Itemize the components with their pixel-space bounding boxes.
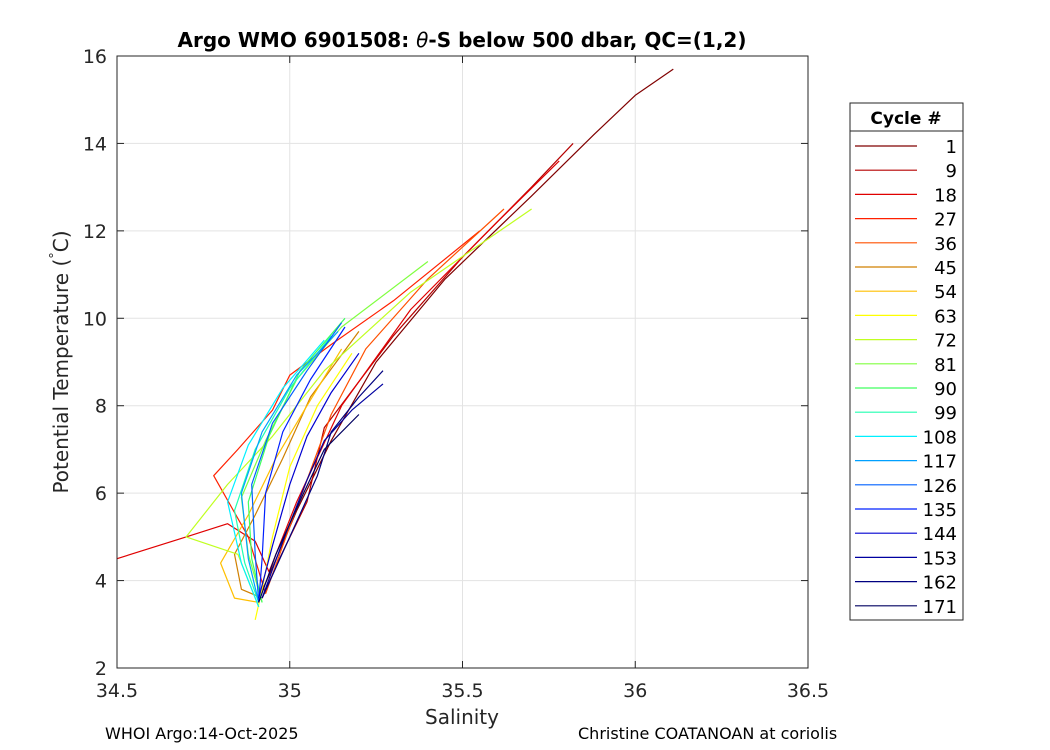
legend-label: 135	[923, 500, 957, 521]
legend-label: 162	[923, 573, 957, 594]
legend-label: 18	[934, 185, 957, 206]
legend-label: 63	[934, 306, 957, 327]
legend-label: 1	[946, 137, 957, 158]
legend-label: 45	[934, 258, 957, 279]
legend-title: Cycle #	[870, 109, 941, 129]
y-label-text: Potential Temperature (	[49, 259, 73, 494]
footer-credit-right: Christine COATANOAN at coriolis	[578, 724, 838, 743]
legend-label: 108	[923, 427, 957, 448]
legend-label: 9	[946, 161, 957, 182]
series-line-5	[265, 208, 505, 594]
y-axis-label: Potential Temperature (°C)	[48, 230, 73, 493]
legend-label: 117	[923, 452, 957, 473]
y-tick-label: 6	[95, 483, 107, 505]
legend-label: 99	[934, 403, 957, 424]
legend-label: 144	[923, 524, 957, 545]
y-tick-label: 4	[95, 571, 107, 593]
grid-lines	[116, 55, 809, 669]
legend-label: 72	[934, 331, 957, 352]
title-prefix: Argo WMO 6901508:	[178, 28, 417, 52]
y-label-unit: C)	[49, 230, 73, 252]
series-line-19	[261, 370, 384, 599]
axis-ticks: 34.5 35 35.5 36 36.5 2 4 6 8 10 12 14 16	[83, 46, 829, 702]
x-tick-label: 35	[278, 680, 302, 702]
x-tick-label: 36.5	[787, 680, 829, 702]
legend-label: 81	[934, 355, 957, 376]
series-line-7	[220, 348, 343, 603]
series-line-14	[240, 330, 339, 603]
legend-label: 153	[923, 548, 957, 569]
legend-label: 54	[934, 282, 957, 303]
series-line-6	[233, 331, 360, 599]
y-tick-label: 10	[83, 308, 107, 330]
legend-items: 1 9 18 27 36 45 54 63 72 81 90 99 108 117 126 135 144 153…	[855, 137, 957, 618]
series-line-11	[247, 317, 346, 603]
data-series	[116, 68, 674, 621]
legend-label: 90	[934, 379, 957, 400]
legend-label: 126	[923, 476, 957, 497]
legend-label: 36	[934, 234, 957, 255]
legend-box	[849, 102, 964, 621]
series-line-15	[251, 322, 343, 603]
x-tick-label: 34.5	[96, 680, 138, 702]
series-line-17	[258, 352, 360, 599]
series-line-18	[261, 383, 384, 599]
legend-label: 171	[923, 597, 957, 618]
legend-label: 27	[934, 210, 957, 231]
series-line-4	[213, 230, 481, 594]
y-tick-label: 16	[83, 46, 107, 68]
y-tick-label: 2	[95, 658, 107, 680]
series-line-9	[185, 208, 532, 608]
x-tick-label: 35.5	[441, 680, 483, 702]
title-theta: θ	[416, 28, 428, 52]
footer-credit-left: WHOI Argo:14-Oct-2025	[105, 724, 299, 743]
y-tick-label: 14	[83, 133, 107, 155]
chart-title: Argo WMO 6901508: θ-S below 500 dbar, QC…	[178, 28, 747, 52]
series-line-13	[227, 339, 325, 608]
title-suffix: -S below 500 dbar, QC=(1,2)	[428, 28, 746, 52]
series-line-3	[116, 160, 560, 573]
x-tick-label: 36	[623, 680, 647, 702]
y-tick-label: 12	[83, 221, 107, 243]
series-line-20	[258, 414, 360, 603]
y-tick-label: 8	[95, 396, 107, 418]
x-axis-label: Salinity	[425, 705, 499, 729]
series-line-12	[233, 335, 332, 603]
legend: Cycle # 19182736455463728190991081171261…	[849, 102, 964, 621]
series-line-16	[258, 326, 346, 603]
y-label-degree: °	[48, 252, 63, 259]
